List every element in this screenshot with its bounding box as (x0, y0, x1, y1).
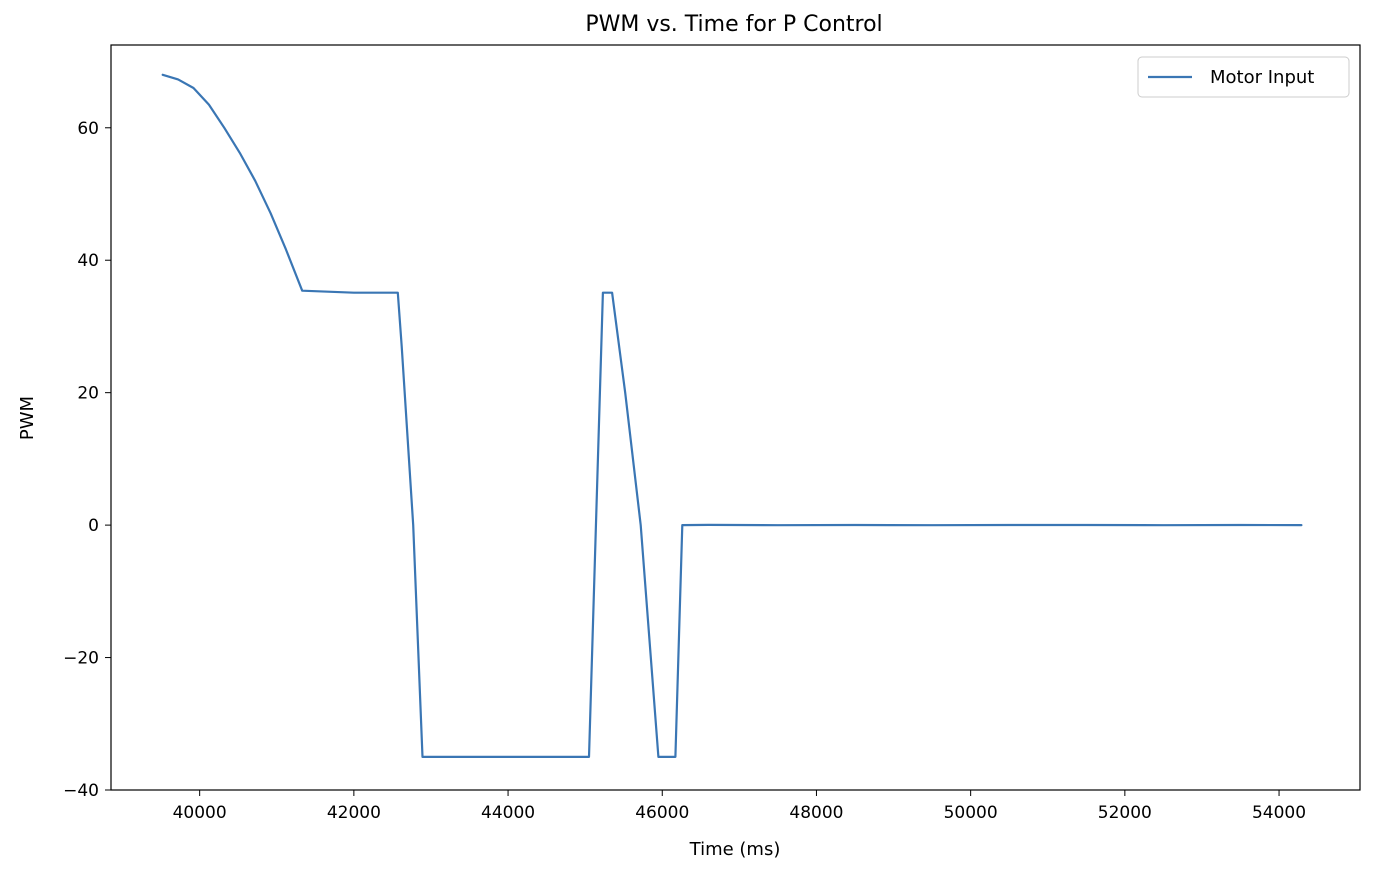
y-tick-label: 40 (77, 251, 99, 271)
plot-area-frame (110, 44, 1361, 791)
y-tick-label: 0 (88, 516, 99, 536)
y-axis-label: PWM (17, 396, 38, 440)
x-tick-label: 48000 (789, 803, 843, 823)
x-tick-label: 42000 (327, 803, 381, 823)
x-tick-label: 44000 (481, 803, 535, 823)
x-tick-label: 40000 (173, 803, 227, 823)
x-axis: 40000 42000 44000 46000 48000 50000 52000 54000 (173, 790, 1306, 823)
y-tick-label: 20 (77, 384, 99, 404)
y-tick-label: 60 (77, 119, 99, 139)
y-tick-label: −40 (63, 781, 99, 801)
y-axis: −40 −20 0 20 40 60 (63, 119, 111, 801)
x-tick-label: 46000 (635, 803, 689, 823)
legend-box (1137, 56, 1350, 98)
x-tick-label: 50000 (944, 803, 998, 823)
chart-title: PWM vs. Time for P Control (585, 12, 882, 37)
x-tick-label: 52000 (1098, 803, 1152, 823)
legend-label-motor-input: Motor Input (1210, 67, 1314, 88)
x-axis-label: Time (ms) (689, 839, 781, 860)
legend: Motor Input (1137, 56, 1350, 98)
x-tick-label: 54000 (1252, 803, 1306, 823)
y-tick-label: −20 (63, 649, 99, 669)
series-line-motor-input (161, 73, 1303, 759)
